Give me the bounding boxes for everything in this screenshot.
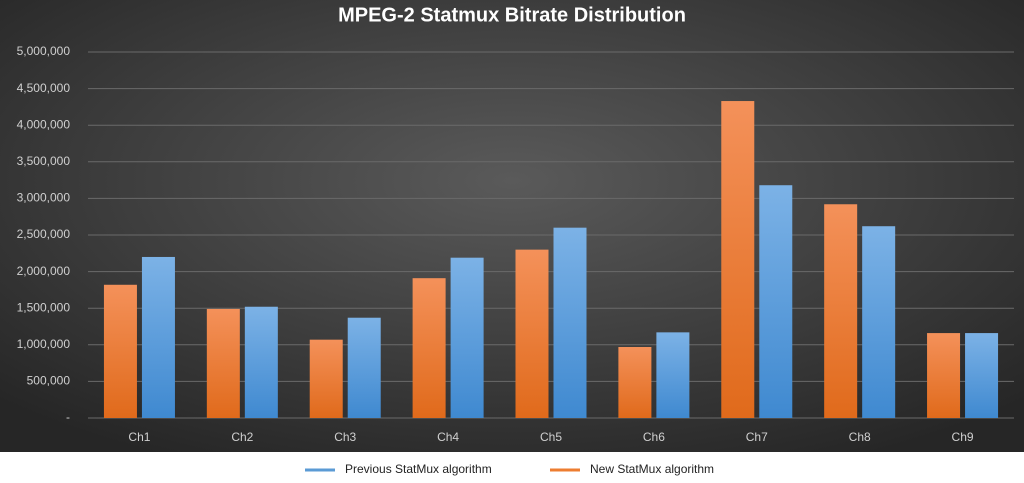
y-tick-label: 2,000,000 (17, 264, 71, 278)
x-tick-label: Ch2 (231, 430, 253, 444)
x-tick-label: Ch3 (334, 430, 356, 444)
y-tick-label: 4,500,000 (17, 81, 71, 95)
bar (244, 306, 278, 418)
legend-label: Previous StatMux algorithm (345, 462, 492, 476)
bar (141, 256, 175, 418)
chart-title: MPEG-2 Statmux Bitrate Distribution (338, 4, 686, 26)
x-tick-label: Ch8 (849, 430, 871, 444)
bar (862, 226, 896, 418)
bar (759, 185, 793, 418)
bar (309, 339, 343, 418)
bar (965, 333, 999, 418)
x-tick-label: Ch7 (746, 430, 768, 444)
bar (103, 284, 137, 418)
bar (450, 257, 484, 418)
bar (553, 227, 587, 418)
bar (412, 278, 446, 418)
x-tick-label: Ch1 (128, 430, 150, 444)
x-tick-label: Ch5 (540, 430, 562, 444)
bar (927, 333, 961, 418)
y-tick-label: 1,500,000 (17, 300, 71, 314)
y-tick-label: 1,000,000 (17, 337, 71, 351)
x-tick-label: Ch4 (437, 430, 459, 444)
bar (206, 308, 240, 418)
bar (656, 332, 690, 418)
bar (824, 204, 858, 418)
y-tick-label: 500,000 (27, 374, 71, 388)
y-tick-label: - (66, 410, 70, 424)
y-tick-label: 2,500,000 (17, 227, 71, 241)
y-tick-label: 3,000,000 (17, 191, 71, 205)
legend-label: New StatMux algorithm (590, 462, 714, 476)
y-tick-label: 3,500,000 (17, 154, 71, 168)
y-tick-label: 4,000,000 (17, 117, 71, 131)
x-tick-label: Ch9 (952, 430, 974, 444)
bar (347, 317, 381, 418)
bar (515, 249, 549, 418)
bar (721, 101, 755, 418)
y-tick-label: 5,000,000 (17, 44, 71, 58)
x-tick-label: Ch6 (643, 430, 665, 444)
bar (618, 346, 652, 418)
